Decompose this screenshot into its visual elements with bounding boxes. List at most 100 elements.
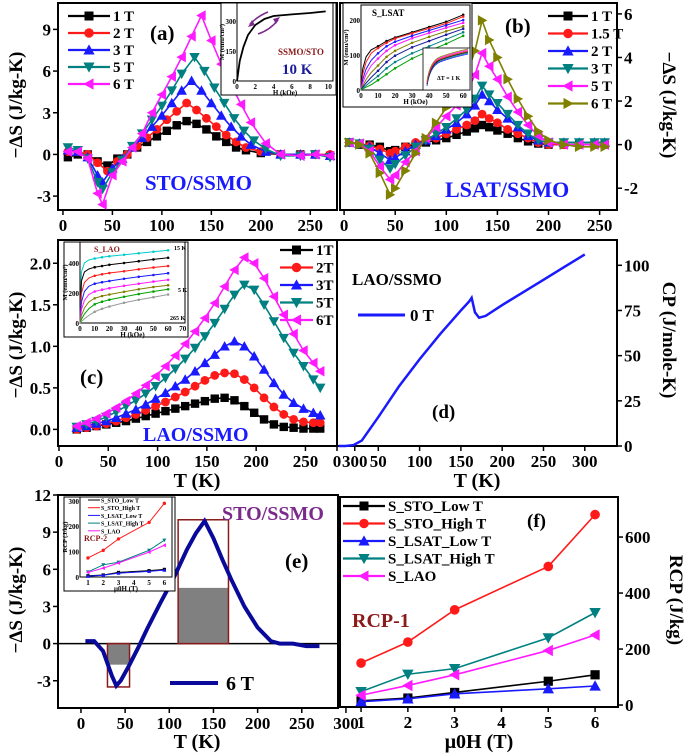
- data-point: [492, 99, 503, 109]
- data-point: [298, 345, 308, 356]
- data-point: [120, 395, 131, 407]
- inset-x-tick-label: 30: [409, 92, 417, 100]
- inset-point: [152, 280, 155, 283]
- x-tick-label: 0: [77, 714, 86, 733]
- inset-point: [116, 537, 121, 541]
- legend-item: 2T: [280, 261, 334, 277]
- inset-point: [108, 254, 111, 258]
- data-point: [589, 629, 600, 641]
- plot-frame: [339, 496, 619, 708]
- legend: S_STO_Low T S_STO_High TS_LSAT_Low T S_LSA…: [343, 499, 495, 585]
- data-point: [259, 393, 269, 403]
- data-point: [130, 388, 141, 399]
- legend-marker: [563, 97, 574, 110]
- data-point: [477, 109, 487, 119]
- x-tick-label: 100: [157, 714, 183, 733]
- data-point: [483, 60, 494, 72]
- legend: 1 T 1.5 T2 T 3 T5 T 6 T: [548, 9, 623, 113]
- inset-point: [137, 287, 141, 291]
- x-tick-label: 2: [404, 713, 413, 732]
- data-point: [410, 142, 421, 153]
- data-point: [258, 272, 269, 284]
- inset-point: [166, 287, 170, 291]
- inset-point: [376, 64, 380, 67]
- x-tick-label: 300: [333, 714, 359, 733]
- data-point: [308, 407, 319, 417]
- data-point: [220, 368, 230, 378]
- data-point: [451, 114, 462, 124]
- data-point: [231, 143, 241, 152]
- legend-label: 3T: [316, 278, 334, 294]
- data-point: [513, 129, 523, 139]
- series-line: [338, 253, 586, 448]
- legend-item: 6 T: [548, 97, 612, 113]
- data-point: [199, 332, 211, 342]
- data-point: [355, 139, 365, 150]
- data-point: [400, 156, 410, 168]
- inset-y-tick-label: 200: [350, 17, 361, 25]
- inset-point: [461, 30, 465, 34]
- inset-point: [461, 34, 465, 38]
- inset-subtitle: 10 K: [282, 62, 313, 78]
- panel-label: (f): [527, 511, 546, 532]
- panel-label: (e): [285, 549, 308, 573]
- data-point: [150, 393, 161, 403]
- panel-label: (a): [150, 21, 175, 45]
- legend-item: S_LSAT_High T: [343, 552, 495, 568]
- data-point: [289, 415, 299, 424]
- data-point: [235, 99, 246, 110]
- inset-point: [427, 35, 431, 39]
- legend-label: 5 T: [113, 60, 134, 76]
- legend-label: 1 T: [113, 9, 134, 25]
- data-point: [209, 297, 219, 309]
- data-point: [130, 396, 142, 406]
- series-6-t: [62, 10, 335, 210]
- inset-point: [461, 18, 465, 22]
- inset-title: RCP-2: [84, 534, 107, 543]
- data-point: [150, 370, 160, 382]
- data-point: [355, 695, 367, 707]
- data-point: [402, 693, 414, 704]
- inset-point: [147, 550, 151, 555]
- inset-point: [393, 37, 397, 40]
- legend-item: 1.5 T: [548, 27, 623, 43]
- inset-plot-frame: [79, 241, 186, 324]
- data-point: [295, 150, 305, 162]
- data-point: [542, 644, 553, 657]
- data-point: [151, 401, 161, 411]
- x-tick-label: 250: [293, 452, 319, 471]
- data-point: [278, 309, 288, 321]
- legend-label: 0 T: [410, 306, 434, 325]
- inset-point: [410, 32, 414, 35]
- y-tick-label: 400: [625, 584, 651, 603]
- data-point: [469, 69, 480, 81]
- data-point: [390, 146, 400, 156]
- data-point: [179, 354, 191, 365]
- inset-point: [108, 298, 111, 302]
- arrowhead-icon: [273, 17, 280, 24]
- data-point: [180, 401, 190, 411]
- data-point: [542, 683, 555, 694]
- data-point: [140, 399, 151, 409]
- inset-y-tick-label: 0: [76, 320, 80, 328]
- inset-note: 265 K: [170, 316, 186, 322]
- plot-frame: [57, 2, 338, 211]
- data-point: [62, 143, 74, 153]
- data-point: [275, 149, 285, 160]
- legend-marker: [83, 78, 94, 90]
- data-point: [421, 132, 432, 144]
- series-6t: [71, 252, 325, 432]
- legend-item: 1T: [280, 243, 334, 259]
- inset-point: [122, 295, 126, 299]
- inset-x-tick-label: 2: [254, 83, 258, 91]
- x-tick-label: 6: [591, 713, 600, 732]
- inset-point: [122, 261, 126, 265]
- inset-point: [122, 253, 126, 257]
- data-point: [180, 387, 190, 397]
- inset-x-tick-label: 0: [359, 92, 363, 100]
- inset-point: [410, 34, 414, 38]
- data-point: [470, 116, 480, 126]
- data-point: [258, 364, 270, 374]
